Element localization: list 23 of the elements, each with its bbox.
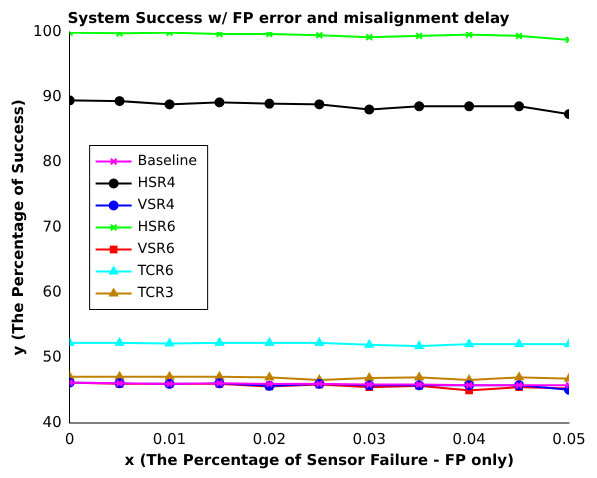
y-tick-label: 60	[42, 282, 62, 301]
x-tick-label: 0.04	[452, 430, 486, 448]
y-tick-label: 40	[42, 412, 62, 431]
x-tick-label: 0	[64, 430, 74, 448]
legend-label: TCR3	[136, 285, 174, 302]
y-axis-title: y (The Percentage of Success)	[8, 99, 27, 356]
y-tick-label: 70	[42, 217, 62, 236]
x-tick-label: 0.01	[152, 430, 186, 448]
y-tick-label: 50	[42, 348, 62, 366]
legend-label: VSR4	[138, 197, 175, 214]
y-tick-label: 80	[42, 152, 62, 170]
x-tick-label: 0.03	[352, 430, 386, 448]
y-tick-label: 100	[32, 22, 62, 40]
x-tick-label: 0.02	[252, 430, 286, 448]
x-axis-title: x (The Percentage of Sensor Failure - FP only)	[124, 450, 514, 469]
chart-title: System Success w/ FP error and misalignment delay	[68, 8, 510, 27]
legend-label: Baseline	[138, 153, 197, 170]
legend-label: TCR6	[136, 263, 174, 280]
x-tick-label: 0.05	[552, 430, 586, 448]
legend-label: VSR6	[138, 241, 175, 258]
legend-label: HSR6	[138, 219, 176, 236]
y-tick-label: 90	[42, 87, 62, 106]
legend-label: HSR4	[138, 175, 176, 192]
